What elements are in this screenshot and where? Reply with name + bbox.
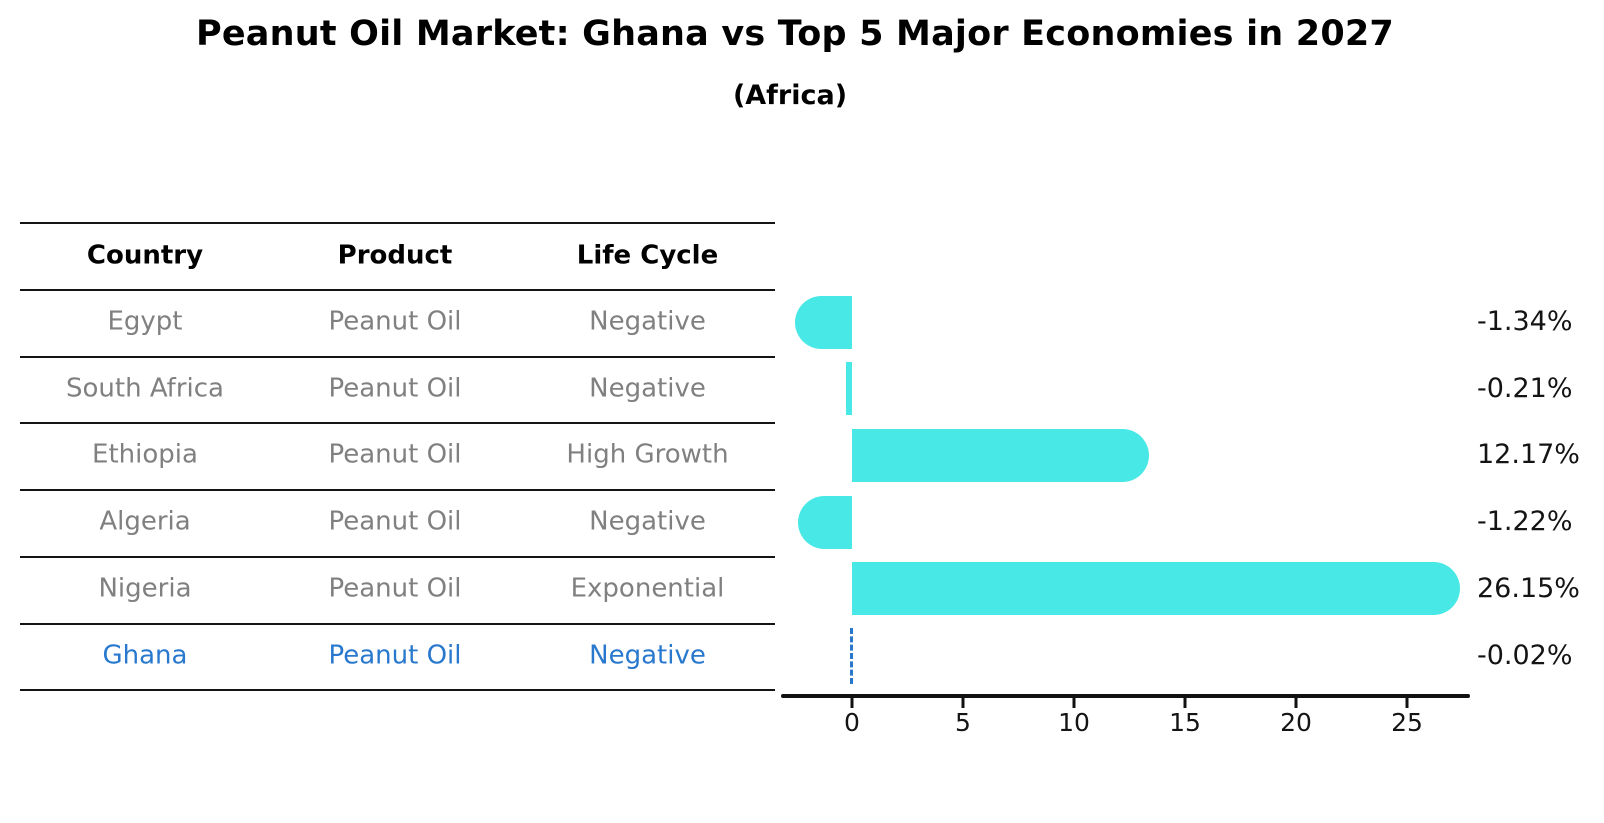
cell-life-cycle: High Growth bbox=[566, 439, 729, 470]
bar-value-label: 26.15% bbox=[1477, 572, 1580, 604]
x-tick-label: 15 bbox=[1169, 708, 1201, 737]
column-header-country: Country bbox=[86, 240, 204, 271]
cell-product: Peanut Oil bbox=[328, 439, 462, 470]
table-rule-line bbox=[20, 422, 775, 425]
table-rule-line bbox=[20, 289, 775, 291]
bar-value-label: 12.17% bbox=[1477, 439, 1580, 471]
cell-life-cycle: Exponential bbox=[570, 573, 725, 604]
x-tick-label: 25 bbox=[1391, 708, 1423, 737]
bar-value-label: -1.34% bbox=[1477, 305, 1573, 337]
cell-country: Algeria bbox=[99, 506, 191, 537]
cell-life-cycle: Negative bbox=[589, 306, 706, 337]
cell-country: Nigeria bbox=[98, 573, 192, 604]
x-tick-label: 10 bbox=[1058, 708, 1090, 737]
cell-product: Peanut Oil bbox=[328, 639, 462, 670]
cell-life-cycle: Negative bbox=[589, 506, 706, 537]
cell-life-cycle: Negative bbox=[589, 639, 706, 670]
bar-ethiopia bbox=[852, 428, 1150, 482]
x-tick-mark bbox=[1294, 698, 1298, 708]
bar-value-label: -0.21% bbox=[1477, 372, 1573, 404]
chart-title: Peanut Oil Market: Ghana vs Top 5 Major … bbox=[196, 14, 1394, 54]
cell-product: Peanut Oil bbox=[328, 506, 462, 537]
table-rule-line bbox=[20, 622, 775, 625]
table-rule-line bbox=[20, 689, 775, 692]
table-rule-line bbox=[20, 555, 775, 558]
cell-country: Ghana bbox=[102, 639, 188, 670]
table-rule-line bbox=[20, 489, 775, 492]
cell-product: Peanut Oil bbox=[328, 573, 462, 604]
bar-egypt bbox=[795, 295, 852, 349]
x-tick-label: 20 bbox=[1280, 708, 1312, 737]
x-tick-mark bbox=[1183, 698, 1187, 708]
cell-life-cycle: Negative bbox=[589, 373, 706, 404]
x-tick-mark bbox=[1072, 698, 1076, 708]
table-rule-line bbox=[20, 222, 775, 225]
cell-country: Egypt bbox=[107, 306, 183, 337]
x-tick-label: 5 bbox=[955, 708, 971, 737]
x-tick-label: 0 bbox=[844, 708, 860, 737]
column-header-life-cycle: Life Cycle bbox=[576, 240, 719, 271]
cell-country: Ethiopia bbox=[92, 439, 198, 470]
x-tick-mark bbox=[850, 698, 854, 708]
chart-subtitle: (Africa) bbox=[732, 80, 848, 111]
x-tick-mark bbox=[1405, 698, 1409, 708]
column-header-product: Product bbox=[337, 240, 453, 271]
cell-country: South Africa bbox=[66, 373, 224, 404]
bar-value-label: -0.02% bbox=[1477, 639, 1573, 671]
cell-product: Peanut Oil bbox=[328, 306, 462, 337]
cell-product: Peanut Oil bbox=[328, 373, 462, 404]
bar-value-label: -1.22% bbox=[1477, 506, 1573, 538]
bar-south-africa bbox=[846, 362, 852, 416]
x-axis-line bbox=[781, 694, 1470, 698]
bar-algeria bbox=[797, 495, 852, 549]
x-tick-mark bbox=[961, 698, 965, 708]
table-rule-line bbox=[20, 355, 775, 358]
bar-nigeria bbox=[852, 562, 1460, 616]
highlight-zero-dashed-line bbox=[850, 627, 853, 684]
